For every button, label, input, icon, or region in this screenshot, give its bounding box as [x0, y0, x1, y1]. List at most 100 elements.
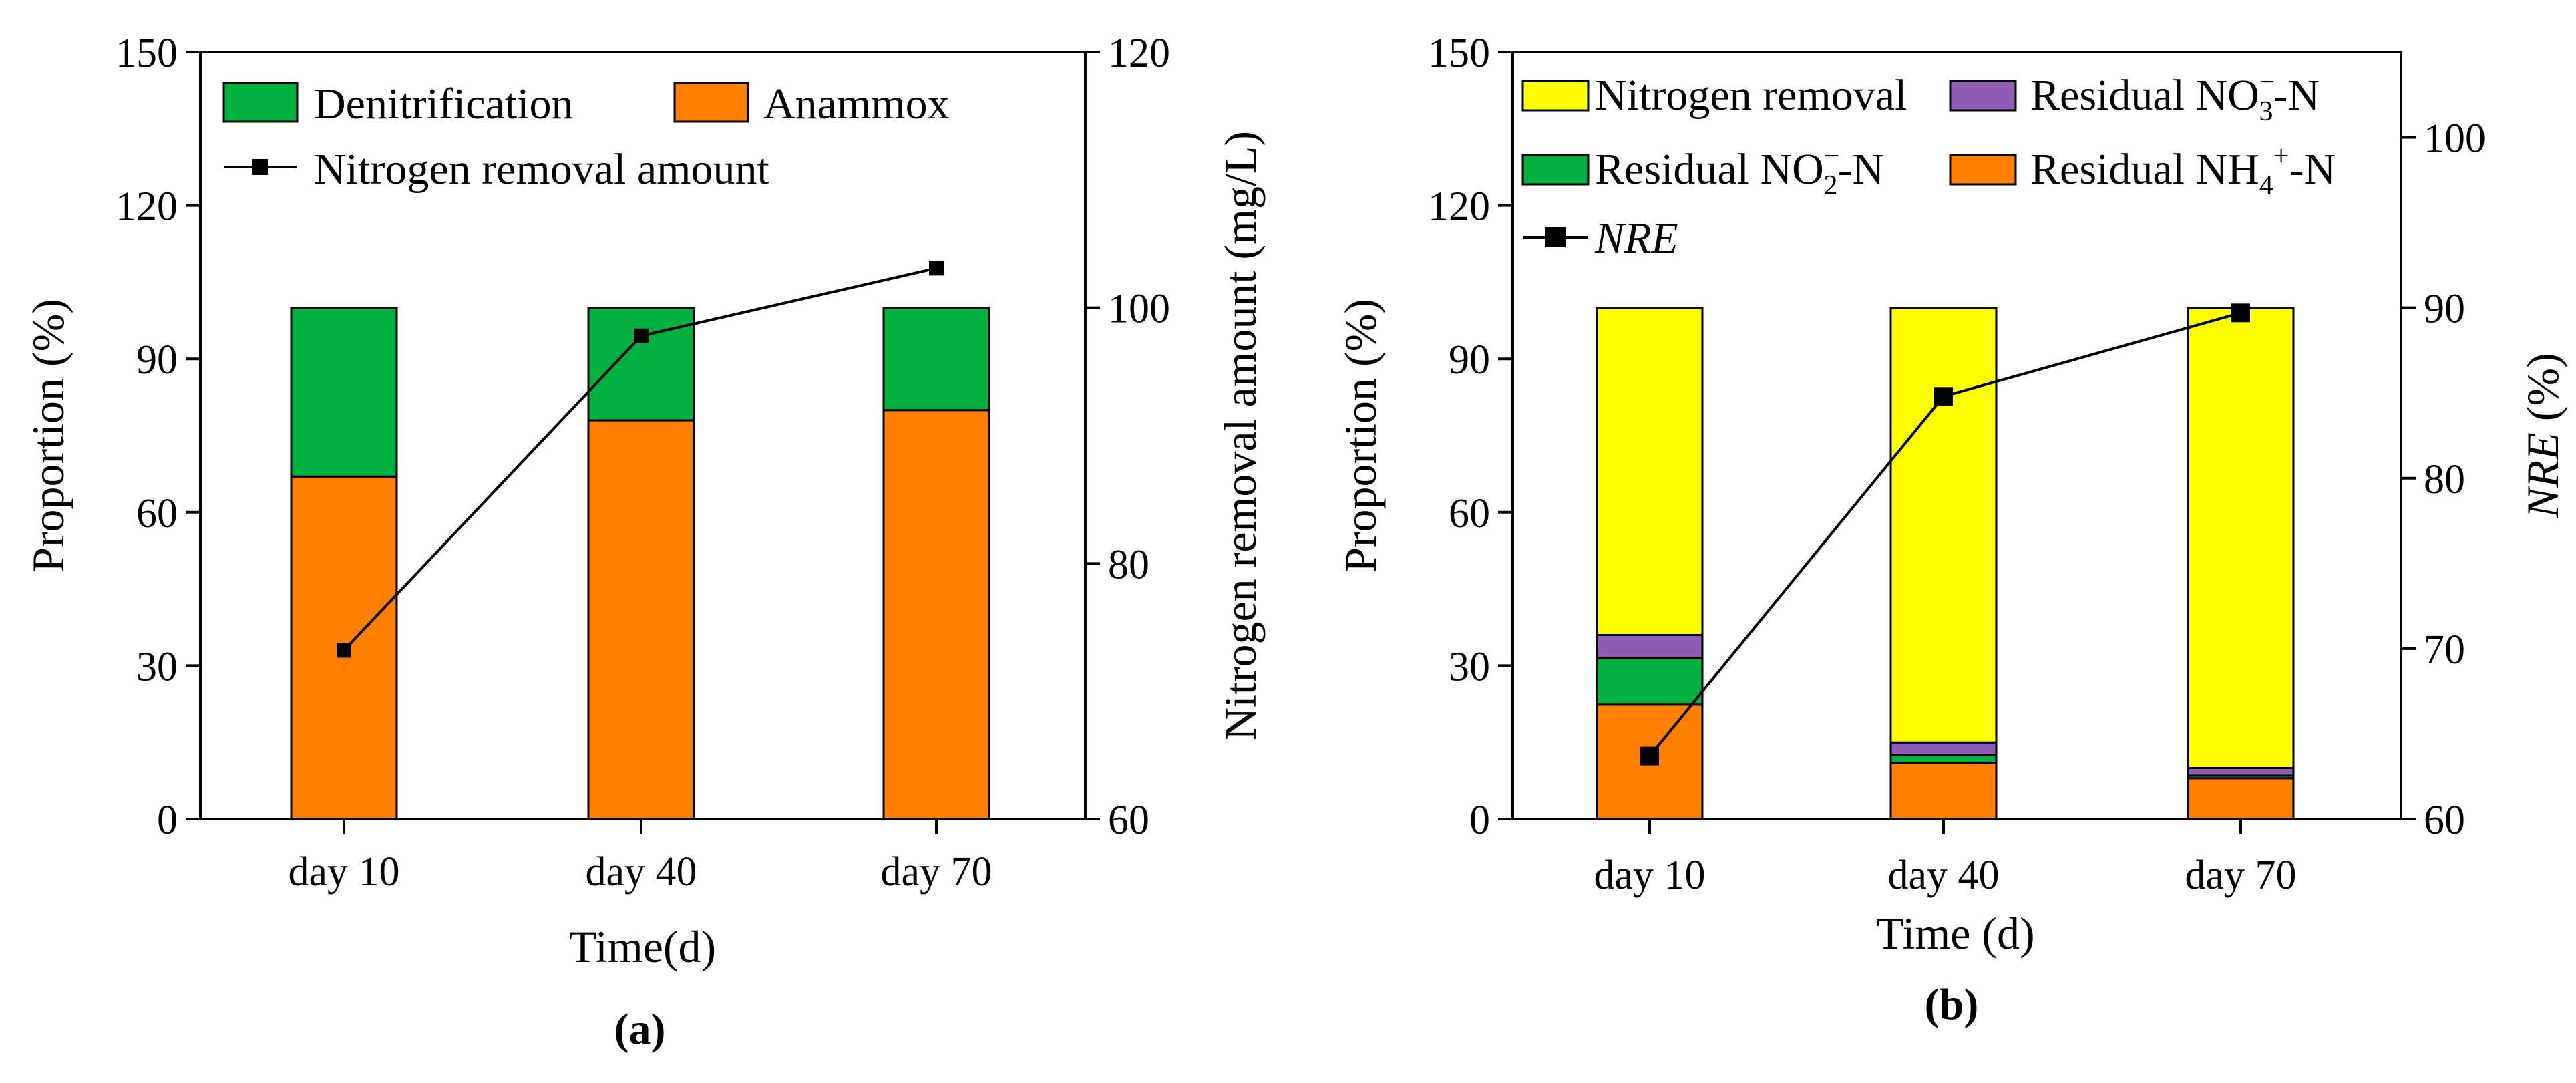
- panel-a-right-ticks: 60 80 100 120: [1085, 31, 1170, 843]
- b-bar-residual-nh4-n-day-40: [1889, 762, 1998, 820]
- panel-a-bars: [290, 307, 990, 820]
- panel-a-y-axis-label: Proportion (%): [23, 299, 73, 573]
- b-xtick-label-day-10: day 10: [1594, 853, 1705, 898]
- legend-no2-suffix: -N: [1837, 145, 1884, 194]
- panel-b-right-axis-label-unit: (%): [2517, 353, 2568, 432]
- legend-nh4-prefix: Residual NH: [2030, 145, 2259, 194]
- a-y2tick-label: 100: [1108, 287, 1170, 332]
- legend-no2-prefix: Residual NO: [1595, 145, 1824, 194]
- b-ytick-label: 60: [1449, 491, 1490, 536]
- panel-b-legend: Nitrogen removal Residual NO− 3-N Residua…: [1521, 67, 2336, 263]
- legend-nh4-sup: +: [2273, 141, 2289, 172]
- panel-b-right-ticks: 60 70 80 90 100: [2401, 116, 2486, 843]
- legend-swatch-denitrification: [222, 82, 299, 123]
- panel-b-x-ticks: day 10 day 40 day 70: [1594, 819, 2297, 898]
- b-y2tick-label: 80: [2424, 457, 2465, 502]
- b-xtick-label-day-70: day 70: [2185, 853, 2296, 898]
- panel-b-line-series: [1640, 303, 2250, 766]
- legend-no3-sub: 3: [2259, 96, 2273, 127]
- panel-b-y-axis-label: Proportion (%): [1335, 299, 1386, 573]
- panel-a-x-axis-label: Time(d): [569, 921, 716, 972]
- legend-label-denitrification: Denitrification: [314, 80, 574, 128]
- a-bar-denitrification-day-70: [882, 307, 990, 412]
- b-bar-residual-no3-n-day-40: [1889, 741, 1998, 756]
- legend-swatch-residual-no2: [1521, 154, 1590, 186]
- legend-no2-sub: 2: [1823, 170, 1837, 201]
- b-ytick-label: 0: [1469, 798, 1490, 843]
- a-ytick-label: 0: [157, 798, 178, 843]
- a-bar-anammox-day-70: [882, 409, 990, 820]
- b-ytick-label: 90: [1449, 337, 1490, 383]
- a-point-nitrogen-removal-amount-day-70: [929, 261, 944, 276]
- legend-swatch-residual-no3: [1949, 80, 2017, 112]
- panel-a-plot-frame: [199, 51, 1087, 820]
- b-point-nre-day-40: [1934, 387, 1953, 406]
- legend-label-nitrogen-removal: Nitrogen removal: [1595, 71, 1907, 120]
- legend-label-residual-no2: Residual NO− 2-N: [1595, 141, 1884, 201]
- b-y2tick-label: 70: [2424, 627, 2465, 673]
- b-bar-nitrogen-removal-day-40: [1889, 307, 1998, 744]
- b-bar-nitrogen-removal-day-10: [1596, 307, 1704, 636]
- legend-no3-sup: −: [2259, 67, 2275, 98]
- panel-a-label: (a): [614, 1005, 666, 1054]
- legend-swatch-anammox: [673, 82, 749, 123]
- legend-nh4-suffix: -N: [2289, 145, 2336, 194]
- b-bar-residual-no3-n-day-70: [2187, 766, 2295, 777]
- legend-swatch-residual-nh4: [1949, 154, 2017, 186]
- legend-marker-nitrogen-removal-amount: [252, 159, 268, 175]
- panel-a-legend: Denitrification Anammox Nitrogen removal…: [222, 80, 950, 194]
- panel-b-left-ticks: 0 30 60 90 120 150: [1428, 31, 1513, 843]
- legend-nh4-sub: 4: [2259, 170, 2273, 201]
- b-bar-residual-no2-n-day-40: [1889, 754, 1998, 764]
- legend-marker-nre: [1545, 227, 1566, 247]
- b-bar-residual-nh4-n-day-70: [2187, 777, 2295, 820]
- legend-no2-sup: −: [1824, 141, 1840, 172]
- a-ytick-label: 30: [136, 644, 178, 689]
- legend-swatch-nitrogen-removal: [1521, 80, 1590, 112]
- a-xtick-label-day-70: day 70: [880, 849, 992, 895]
- panel-a-x-ticks: day 10 day 40 day 70: [288, 819, 992, 895]
- panel-b-plot-frame: [1511, 51, 2402, 820]
- a-xtick-label-day-40: day 40: [585, 849, 697, 895]
- b-y2tick-label: 90: [2424, 287, 2465, 332]
- panel-b-right-axis-label: NRE (%): [2517, 353, 2568, 518]
- a-bar-denitrification-day-10: [290, 307, 398, 478]
- b-y2tick-label: 60: [2424, 798, 2465, 843]
- a-ytick-label: 150: [116, 31, 178, 76]
- a-bar-denitrification-day-40: [587, 307, 695, 422]
- legend-label-nitrogen-removal-amount: Nitrogen removal amount: [314, 145, 769, 194]
- panel-b-label: (b): [1925, 980, 1979, 1029]
- panel-b-x-axis-label: Time (d): [1876, 908, 2034, 959]
- a-ytick-label: 90: [136, 337, 178, 383]
- b-bar-residual-no3-n-day-10: [1596, 633, 1704, 659]
- b-ytick-label: 30: [1449, 644, 1490, 689]
- a-point-nitrogen-removal-amount-day-40: [634, 328, 649, 343]
- b-bar-residual-no2-n-day-10: [1596, 657, 1704, 706]
- b-ytick-label: 120: [1428, 184, 1490, 230]
- legend-label-residual-nh4: Residual NH4+-N: [2030, 141, 2336, 201]
- a-ytick-label: 60: [136, 491, 178, 536]
- a-point-nitrogen-removal-amount-day-10: [337, 643, 351, 658]
- legend-label-anammox: Anammox: [763, 80, 950, 128]
- a-xtick-label-day-10: day 10: [288, 849, 399, 895]
- legend-label-nre: NRE: [1594, 214, 1678, 263]
- panel-a-left-ticks: 0 30 60 90 120 150: [116, 31, 200, 843]
- panel-a-line-series: [337, 261, 944, 658]
- panel-a-right-axis-label: Nitrogen removal amount (mg/L): [1215, 131, 1266, 740]
- b-ytick-label: 150: [1428, 31, 1490, 76]
- legend-no3-prefix: Residual NO: [2030, 71, 2259, 120]
- panel-b-right-axis-label-nre: NRE: [2517, 432, 2568, 518]
- a-y2tick-label: 120: [1108, 31, 1170, 76]
- a-ytick-label: 120: [116, 184, 178, 230]
- a-bar-anammox-day-40: [587, 419, 695, 820]
- b-y2tick-label: 100: [2424, 116, 2486, 162]
- a-y2tick-label: 60: [1108, 798, 1149, 843]
- panel-b-bars: [1596, 307, 2295, 820]
- legend-no3-suffix: -N: [2273, 71, 2320, 120]
- b-bar-nitrogen-removal-day-70: [2187, 307, 2295, 769]
- b-point-nre-day-10: [1640, 746, 1659, 766]
- b-xtick-label-day-40: day 40: [1887, 853, 1999, 898]
